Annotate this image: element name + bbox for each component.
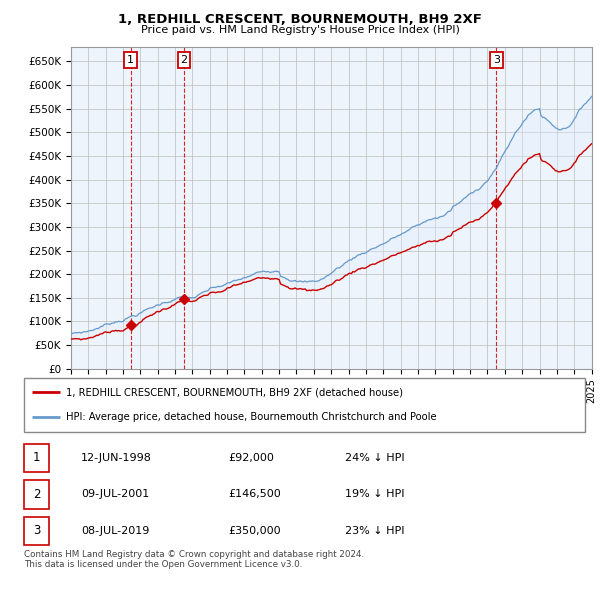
Text: Price paid vs. HM Land Registry's House Price Index (HPI): Price paid vs. HM Land Registry's House … bbox=[140, 25, 460, 35]
Text: £92,000: £92,000 bbox=[228, 453, 274, 463]
FancyBboxPatch shape bbox=[24, 378, 585, 432]
Text: 2: 2 bbox=[33, 488, 40, 501]
Text: 23% ↓ HPI: 23% ↓ HPI bbox=[345, 526, 404, 536]
Text: 19% ↓ HPI: 19% ↓ HPI bbox=[345, 490, 404, 499]
Text: 1, REDHILL CRESCENT, BOURNEMOUTH, BH9 2XF (detached house): 1, REDHILL CRESCENT, BOURNEMOUTH, BH9 2X… bbox=[66, 387, 403, 397]
Text: 3: 3 bbox=[33, 525, 40, 537]
Text: 1, REDHILL CRESCENT, BOURNEMOUTH, BH9 2XF: 1, REDHILL CRESCENT, BOURNEMOUTH, BH9 2X… bbox=[118, 13, 482, 26]
Text: 08-JUL-2019: 08-JUL-2019 bbox=[81, 526, 149, 536]
Text: Contains HM Land Registry data © Crown copyright and database right 2024.
This d: Contains HM Land Registry data © Crown c… bbox=[24, 550, 364, 569]
Text: 1: 1 bbox=[127, 55, 134, 65]
Text: 09-JUL-2001: 09-JUL-2001 bbox=[81, 490, 149, 499]
Text: £350,000: £350,000 bbox=[228, 526, 281, 536]
Text: 1: 1 bbox=[33, 451, 40, 464]
Text: 12-JUN-1998: 12-JUN-1998 bbox=[81, 453, 152, 463]
Text: £146,500: £146,500 bbox=[228, 490, 281, 499]
Text: 3: 3 bbox=[493, 55, 500, 65]
Text: 24% ↓ HPI: 24% ↓ HPI bbox=[345, 453, 404, 463]
Text: 2: 2 bbox=[181, 55, 188, 65]
Text: HPI: Average price, detached house, Bournemouth Christchurch and Poole: HPI: Average price, detached house, Bour… bbox=[66, 412, 437, 422]
